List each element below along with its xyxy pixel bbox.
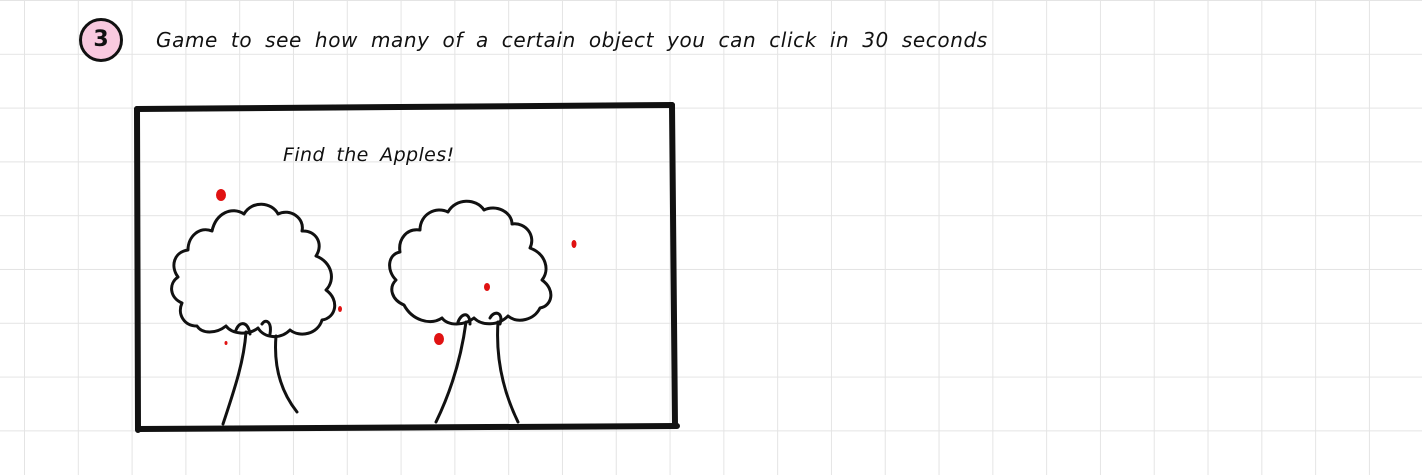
tree-right-trunk [434,311,520,424]
apple[interactable] [571,240,577,248]
sketch-title: Game to see how many of a certain object… [156,28,988,52]
tree-left-canopy [170,202,337,338]
step-number: 3 [93,27,109,52]
tree-left [170,202,337,426]
apple[interactable] [484,283,490,291]
tree-left-trunk [221,319,299,426]
step-number-badge: 3 [79,18,123,62]
apples [216,189,577,345]
tree-right-canopy [388,199,553,326]
apple[interactable] [224,341,228,345]
game-window-frame [134,102,680,433]
apple[interactable] [338,306,342,312]
game-heading: Find the Apples! [283,144,455,166]
tree-right [388,199,553,424]
apple[interactable] [434,333,444,345]
apple[interactable] [216,189,226,201]
